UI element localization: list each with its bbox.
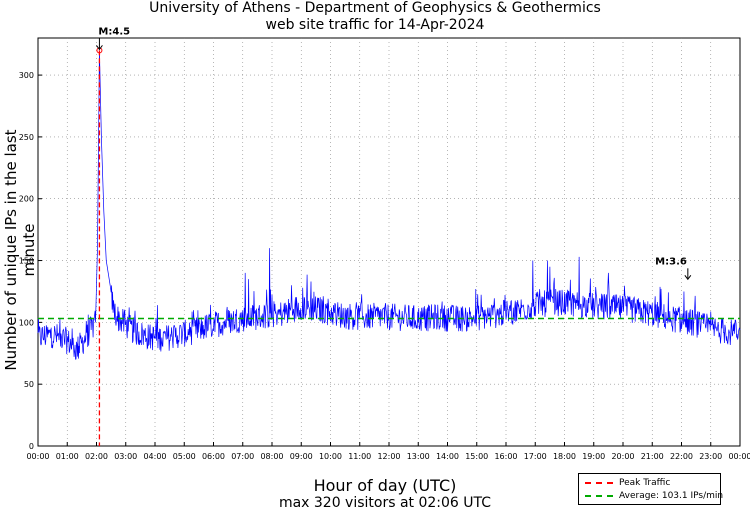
- x-tick-label: 03:00: [114, 452, 137, 461]
- chart-title: University of Athens - Department of Geo…: [149, 0, 601, 16]
- x-tick-label: 20:00: [611, 452, 634, 461]
- x-tick-label: 21:00: [641, 452, 664, 461]
- x-tick-label: 01:00: [56, 452, 79, 461]
- x-tick-label: 08:00: [260, 452, 283, 461]
- x-tick-label: 02:00: [85, 452, 108, 461]
- x-tick-label: 09:00: [290, 452, 313, 461]
- x-tick-label: 12:00: [377, 452, 400, 461]
- x-tick-label: 13:00: [407, 452, 430, 461]
- x-tick-label: 19:00: [582, 452, 605, 461]
- x-tick-label: 15:00: [465, 452, 488, 461]
- x-tick-label: 22:00: [670, 452, 693, 461]
- annotation-label: M:3.6: [655, 256, 687, 267]
- y-tick-label: 50: [24, 380, 34, 389]
- x-tick-label: 18:00: [553, 452, 576, 461]
- y-tick-label: 300: [19, 71, 34, 80]
- x-tick-label: 04:00: [143, 452, 166, 461]
- legend-item-average: Average: 103.1 IPs/min: [579, 490, 724, 502]
- legend-label-peak: Peak Traffic: [619, 478, 671, 488]
- y-tick-label: 0: [29, 442, 34, 451]
- x-tick-label: 16:00: [494, 452, 517, 461]
- x-tick-label: 00:00: [728, 452, 750, 461]
- y-tick-label: 150: [19, 257, 34, 266]
- legend-label-average: Average: 103.1 IPs/min: [619, 491, 724, 501]
- annotation-label: M:4.5: [98, 26, 130, 37]
- y-axis-label: Number of unique IPs in the last minute: [2, 129, 38, 371]
- annotation-arrowhead: [96, 45, 103, 51]
- x-tick-label: 17:00: [524, 452, 547, 461]
- x-tick-label: 14:00: [436, 452, 459, 461]
- chart-subtitle: web site traffic for 14-Apr-2024: [265, 17, 485, 33]
- y-tick-label: 100: [19, 318, 34, 327]
- y-tick-label: 250: [19, 133, 34, 142]
- legend-item-peak: Peak Traffic: [579, 477, 720, 489]
- x-axis-label: Hour of day (UTC): [313, 476, 457, 495]
- x-tick-label: 10:00: [319, 452, 342, 461]
- legend-swatch-average: [585, 495, 613, 497]
- x-tick-label: 23:00: [699, 452, 722, 461]
- legend: Peak Traffic Average: 103.1 IPs/min: [578, 473, 724, 505]
- y-tick-label: 200: [19, 195, 34, 204]
- legend-swatch-peak: [585, 482, 613, 484]
- x-tick-label: 06:00: [202, 452, 225, 461]
- x-tick-label: 00:00: [26, 452, 49, 461]
- x-tick-label: 07:00: [231, 452, 254, 461]
- x-tick-label: 11:00: [348, 452, 371, 461]
- traffic-series-line: [37, 50, 741, 360]
- max-visitors-caption: max 320 visitors at 02:06 UTC: [278, 495, 492, 511]
- annotation-arrowhead: [684, 275, 692, 281]
- x-tick-label: 05:00: [173, 452, 196, 461]
